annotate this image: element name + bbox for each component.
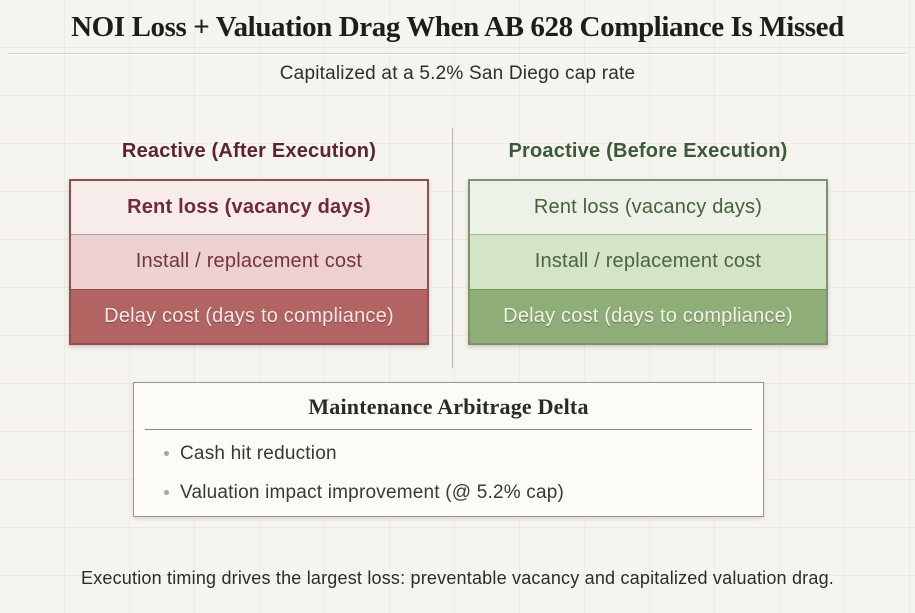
delta-box-divider (145, 429, 752, 430)
proactive-row-install-cost: Install / replacement cost (470, 234, 826, 289)
column-divider (452, 128, 453, 368)
delta-bullet-label: Valuation impact improvement (@ 5.2% cap… (180, 482, 565, 503)
reactive-row-rent-loss: Rent loss (vacancy days) (71, 181, 427, 235)
footer-note: Execution timing drives the largest loss… (80, 568, 834, 588)
subtitle: Capitalized at a 5.2% San Diego cap rate (279, 63, 636, 84)
proactive-column-header: Proactive (Before Execution) (508, 140, 788, 162)
reactive-stack: Rent loss (vacancy days) Install / repla… (69, 179, 429, 345)
proactive-row-rent-loss: Rent loss (vacancy days) (470, 181, 826, 235)
delta-bullet-label: Cash hit reduction (180, 443, 337, 464)
title-divider (8, 53, 907, 54)
reactive-row-delay-cost: Delay cost (days to compliance) (71, 288, 427, 343)
page-title: NOI Loss + Valuation Drag When AB 628 Co… (71, 11, 844, 43)
proactive-stack: Rent loss (vacancy days) Install / repla… (468, 179, 828, 345)
bullet-dot-icon (164, 490, 169, 495)
delta-bullet-cash-hit: Cash hit reduction (164, 443, 763, 465)
reactive-column-header: Reactive (After Execution) (121, 140, 377, 162)
proactive-row-delay-cost: Delay cost (days to compliance) (470, 288, 826, 343)
bullet-dot-icon (164, 451, 169, 456)
delta-bullet-list: Cash hit reduction Valuation impact impr… (134, 443, 763, 504)
delta-bullet-valuation: Valuation impact improvement (@ 5.2% cap… (164, 482, 763, 504)
delta-box: Maintenance Arbitrage Delta Cash hit red… (133, 382, 764, 517)
reactive-row-install-cost: Install / replacement cost (71, 234, 427, 289)
delta-box-title: Maintenance Arbitrage Delta (308, 394, 589, 419)
